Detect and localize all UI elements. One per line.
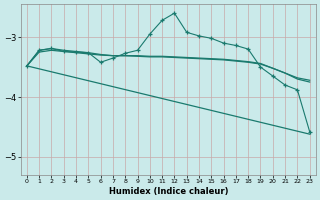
X-axis label: Humidex (Indice chaleur): Humidex (Indice chaleur) bbox=[108, 187, 228, 196]
